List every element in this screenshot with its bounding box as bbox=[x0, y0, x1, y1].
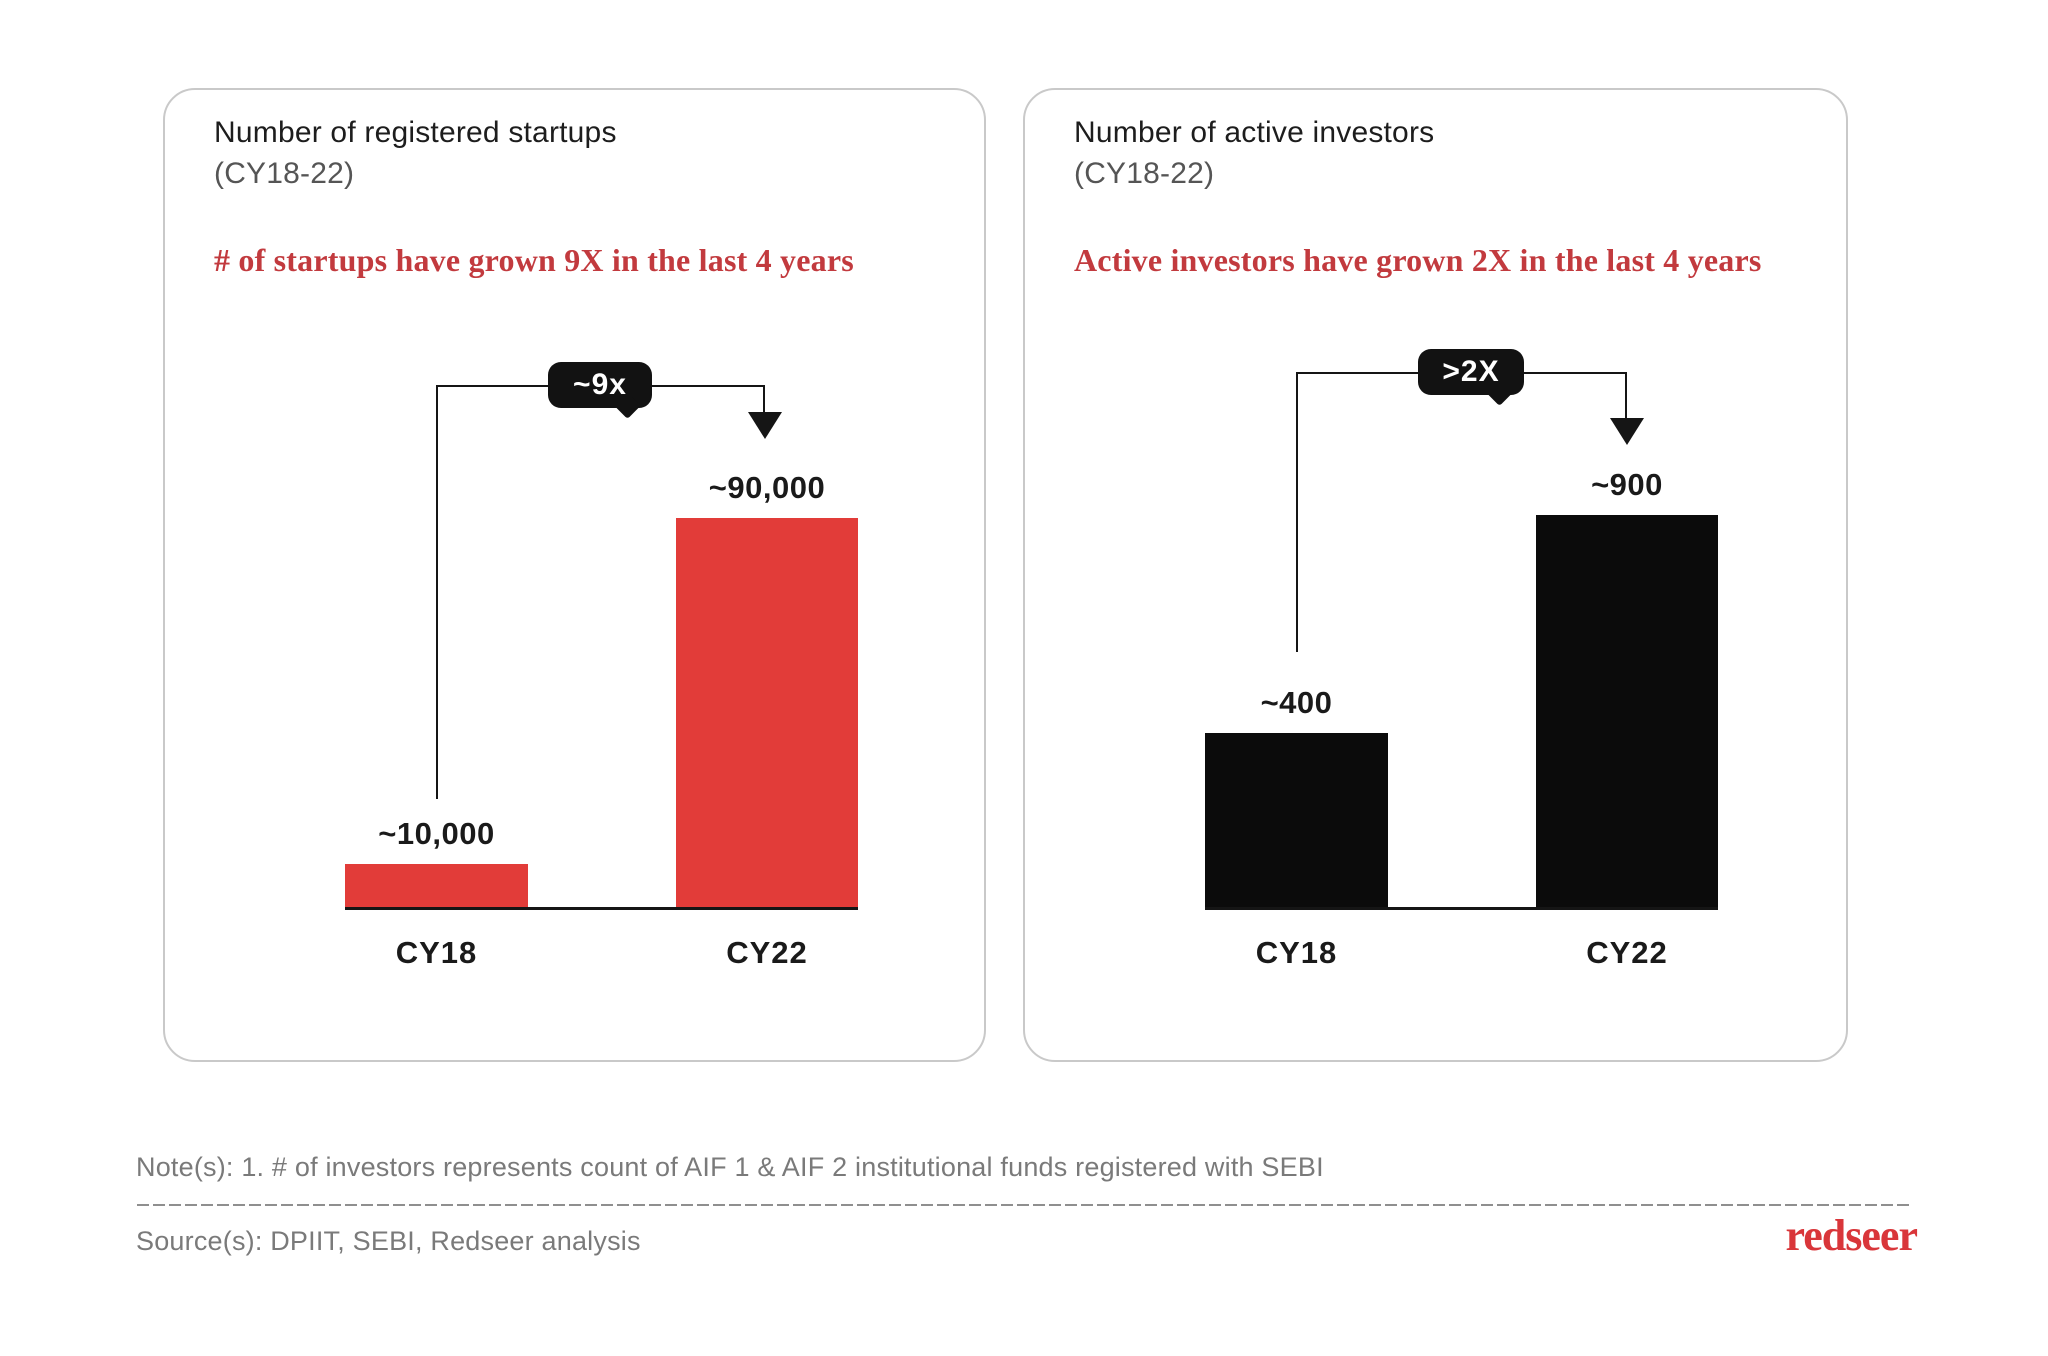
footer-divider bbox=[137, 1204, 1913, 1206]
startups-cy18-label: CY18 bbox=[395, 935, 478, 970]
investors-panel: Number of active investors (CY18-22) Act… bbox=[1023, 88, 1848, 1062]
investors-growth-badge-label: >2X bbox=[1442, 355, 1500, 388]
startups-cy18-value: ~10,000 bbox=[378, 816, 495, 851]
investors-cy22-value: ~900 bbox=[1591, 467, 1663, 502]
startups-plot-area: ~10,000 ~90,000 bbox=[345, 307, 858, 910]
investors-headline: Active investors have grown 2X in the la… bbox=[1074, 242, 1762, 278]
startups-bracket-right-line bbox=[763, 385, 765, 415]
note-text: Note(s): 1. # of investors represents co… bbox=[136, 1152, 1324, 1182]
startups-cy22-bar bbox=[676, 518, 858, 907]
arrow-down-icon bbox=[1610, 418, 1644, 445]
investors-growth-badge: >2X bbox=[1418, 349, 1524, 406]
investors-cy22-bar bbox=[1536, 515, 1718, 907]
investors-cy22-label: CY22 bbox=[1586, 935, 1668, 970]
investors-cy18-bar bbox=[1205, 733, 1388, 907]
investors-title-line1: Number of active investors bbox=[1074, 116, 1435, 149]
source-text: Source(s): DPIIT, SEBI, Redseer analysis bbox=[136, 1226, 641, 1256]
startups-cy22-value: ~90,000 bbox=[708, 470, 826, 505]
startups-bracket-left-line bbox=[436, 385, 438, 799]
investors-title-period: (CY18-22) bbox=[1074, 157, 1215, 190]
investors-bracket-right-line bbox=[1625, 372, 1627, 420]
startups-panel-title: Number of registered startups (CY18-22) bbox=[214, 112, 617, 194]
startups-panel: Number of registered startups (CY18-22) … bbox=[163, 88, 986, 1062]
startups-headline: # of startups have grown 9X in the last … bbox=[214, 242, 854, 278]
investors-cy18-value: ~400 bbox=[1260, 685, 1333, 720]
investors-plot-area: ~400 ~900 bbox=[1205, 307, 1718, 910]
startups-title-line1: Number of registered startups bbox=[214, 116, 617, 149]
investors-cy18-label: CY18 bbox=[1255, 935, 1338, 970]
arrow-down-icon bbox=[748, 412, 782, 439]
startups-growth-badge-label: ~9x bbox=[573, 368, 627, 401]
startups-title-period: (CY18-22) bbox=[214, 157, 355, 190]
startups-cy18-bar bbox=[345, 864, 528, 907]
startups-cy22-label: CY22 bbox=[726, 935, 808, 970]
investors-panel-title: Number of active investors (CY18-22) bbox=[1074, 112, 1434, 194]
redseer-logo: redseer bbox=[1785, 1211, 1918, 1260]
investors-bracket-left-line bbox=[1296, 372, 1298, 652]
startups-growth-badge: ~9x bbox=[548, 362, 652, 419]
